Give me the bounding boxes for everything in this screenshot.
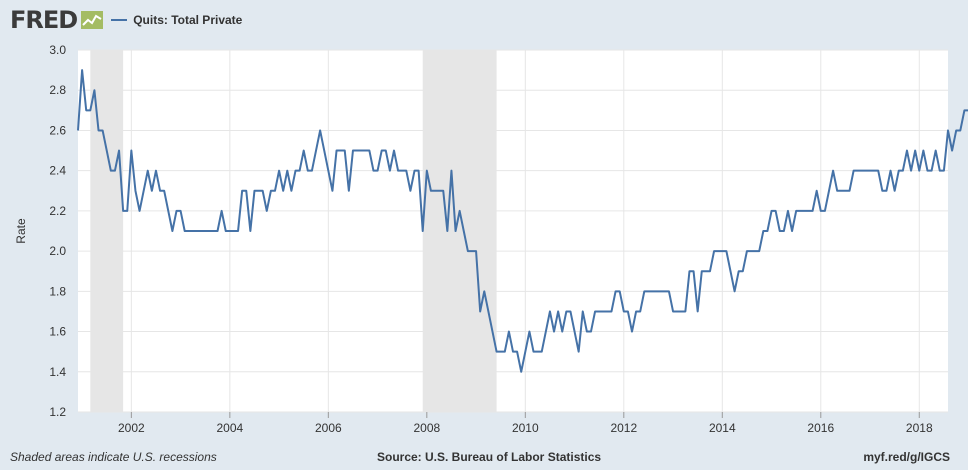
x-tick-label: 2002 (118, 421, 145, 435)
x-tick-label: 2008 (413, 421, 440, 435)
legend-label: Quits: Total Private (133, 13, 243, 27)
recession-note: Shaded areas indicate U.S. recessions (10, 450, 217, 464)
short-link[interactable]: myf.red/g/IGCS (863, 450, 950, 464)
series-line (77, 69, 968, 373)
legend: Quits: Total Private (111, 13, 242, 27)
x-tick-label: 2016 (807, 421, 834, 435)
y-tick-label: 1.4 (49, 365, 66, 379)
y-tick-label: 2.2 (49, 204, 66, 218)
x-tick-label: 2010 (512, 421, 539, 435)
recession-shading (90, 50, 497, 412)
x-tick-label: 2006 (315, 421, 342, 435)
line-graph-icon (81, 11, 104, 29)
y-axis-title: Rate (14, 218, 28, 244)
y-tick-label: 1.8 (49, 284, 66, 298)
x-tick-label: 2004 (216, 421, 243, 435)
x-tick-label: 2018 (906, 421, 933, 435)
recession-band (422, 50, 497, 412)
y-tick-label: 2.4 (49, 164, 66, 178)
gridlines (78, 49, 948, 413)
x-axis-ticks: 2002 2004 2006 2008 2010 2012 2014 2016 2018 (118, 412, 933, 435)
chart-header: FRED Quits: Total Private (10, 6, 242, 34)
y-tick-label: 2.8 (49, 83, 66, 97)
x-tick-label: 2014 (709, 421, 736, 435)
x-tick-label: 2012 (610, 421, 637, 435)
y-tick-label: 2.6 (49, 123, 66, 137)
y-tick-label: 1.6 (49, 325, 66, 339)
source-note: Source: U.S. Bureau of Labor Statistics (377, 450, 602, 464)
y-axis-ticks: 1.2 1.4 1.6 1.8 2.0 2.2 2.4 2.6 2.8 3.0 (49, 43, 66, 419)
fred-logo[interactable]: FRED (10, 6, 78, 34)
y-tick-label: 3.0 (49, 43, 66, 57)
y-tick-label: 1.2 (49, 405, 66, 419)
legend-swatch (111, 19, 128, 21)
y-tick-label: 2.0 (49, 244, 66, 258)
